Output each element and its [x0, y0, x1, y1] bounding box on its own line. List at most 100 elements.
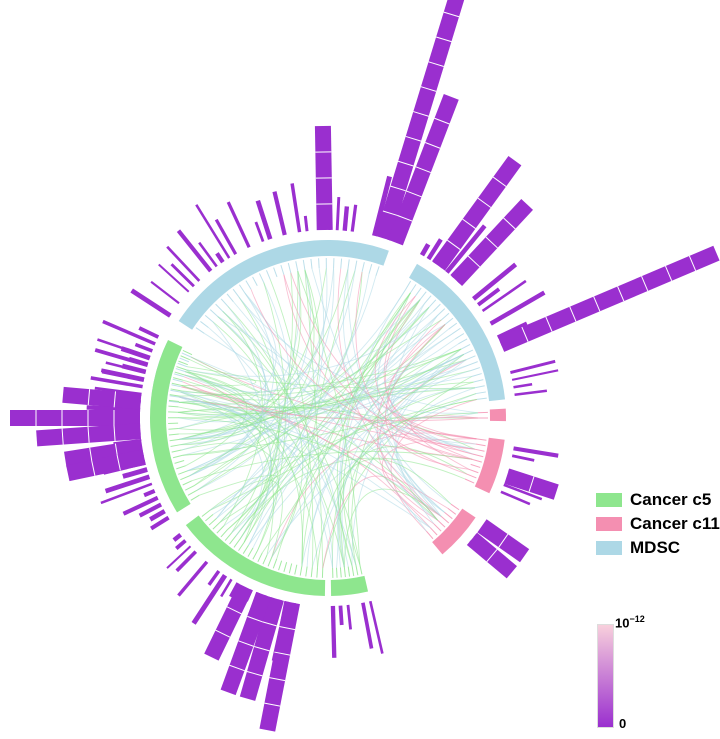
chord-link — [185, 310, 434, 377]
outer-bar — [62, 386, 142, 410]
bar-segment-divider — [486, 549, 498, 563]
bar-segment-divider — [528, 476, 535, 492]
bar-segment-divider — [113, 391, 117, 408]
chord-link — [180, 391, 264, 537]
outer-bar — [143, 488, 156, 498]
outer-bar-rect — [177, 560, 209, 597]
sector-tick — [340, 258, 343, 269]
bar-segment-divider — [390, 185, 406, 192]
outer-bar — [138, 326, 160, 339]
sector-tick — [473, 453, 484, 458]
sector-tick — [429, 527, 438, 536]
chord-link — [216, 299, 421, 519]
sector-tick — [355, 565, 359, 576]
sector-tick — [476, 397, 487, 400]
outer-bar-rect — [511, 369, 559, 381]
sector-tick — [272, 558, 278, 569]
outer-bar-rect — [342, 206, 350, 231]
outer-bar — [500, 490, 531, 506]
chord-link — [212, 296, 289, 515]
chord-link — [196, 269, 312, 491]
sector-tick — [177, 362, 188, 368]
sector-tick — [458, 338, 468, 345]
chord-link — [179, 268, 335, 440]
outer-bar-rect — [229, 582, 240, 598]
chord-link — [392, 359, 478, 414]
outer-bar-rect — [503, 483, 543, 501]
legend-item-cancer-c11: Cancer c11 — [596, 512, 720, 536]
bar-segment-divider — [688, 255, 697, 271]
chord-link — [180, 267, 327, 446]
outer-bar-rect — [372, 175, 392, 237]
outer-bar — [130, 288, 172, 318]
chord-link — [196, 306, 430, 491]
sector-tick — [302, 259, 306, 270]
sector-tick — [287, 262, 292, 273]
sector-tick — [178, 470, 188, 475]
chord-link — [217, 316, 442, 517]
outer-bar — [177, 560, 209, 597]
chord-link — [183, 376, 449, 509]
sector-tick — [468, 361, 478, 366]
bar-segment-divider — [521, 326, 529, 342]
sector-tick — [474, 448, 485, 452]
chord-link — [180, 391, 249, 477]
sector-tick — [444, 512, 453, 520]
sector-tick — [455, 333, 465, 340]
outer-bar-rect — [330, 605, 337, 658]
outer-bar — [472, 262, 518, 301]
outer-bar — [445, 224, 487, 274]
chord-link — [389, 417, 479, 455]
outer-bar-rect — [104, 474, 151, 494]
sector-tick — [359, 564, 363, 575]
bar-segment-divider — [424, 142, 441, 149]
bar-segment-divider — [382, 210, 399, 217]
outer-bar-rect — [90, 376, 143, 389]
outer-bar — [207, 570, 221, 586]
outer-bar — [226, 201, 251, 249]
outer-bar-rect — [510, 359, 556, 374]
sector-tick — [232, 288, 240, 298]
sector-tick — [428, 299, 437, 308]
chord-link — [351, 324, 446, 566]
outer-bar-rect — [259, 601, 300, 732]
outer-bar-rect — [120, 346, 151, 361]
outer-bar — [138, 502, 163, 518]
outer-bar — [176, 229, 213, 273]
outer-bar-rect — [66, 449, 146, 482]
colorbar — [597, 624, 614, 728]
sector-tick — [460, 343, 471, 350]
outer-bar-rect — [101, 369, 145, 383]
sector-tick — [242, 544, 249, 554]
outer-bar — [220, 578, 233, 598]
outer-bar-rect — [214, 218, 238, 255]
sector-tick — [437, 308, 446, 316]
outer-bar — [170, 263, 195, 288]
group-sectors — [150, 240, 506, 596]
chord-link — [250, 289, 473, 460]
sector-tick — [347, 259, 350, 270]
sector-tick — [463, 349, 474, 355]
bar-segment-divider — [226, 606, 242, 615]
sector-tick — [283, 562, 288, 572]
chord-link — [212, 321, 280, 534]
chord-link — [385, 324, 470, 470]
outer-bar — [166, 245, 201, 282]
chord-link — [395, 387, 476, 513]
chord-link — [269, 279, 314, 568]
chord-link — [337, 306, 430, 568]
sector-tick — [169, 438, 180, 442]
sector-cancer-c5 — [150, 339, 191, 513]
chord-link — [304, 269, 324, 568]
sector-tick — [170, 389, 181, 393]
outer-bar-rect — [290, 183, 302, 233]
bar-segment-divider — [215, 629, 231, 638]
bar-segment-divider — [545, 316, 553, 332]
chord-link — [178, 401, 274, 556]
outer-bar-rect — [150, 280, 180, 305]
outer-bar-rect — [134, 342, 153, 353]
outer-bar — [489, 290, 546, 326]
outer-bar — [511, 454, 535, 462]
bar-segment-divider — [447, 239, 461, 250]
bar-segment-divider — [91, 459, 96, 476]
